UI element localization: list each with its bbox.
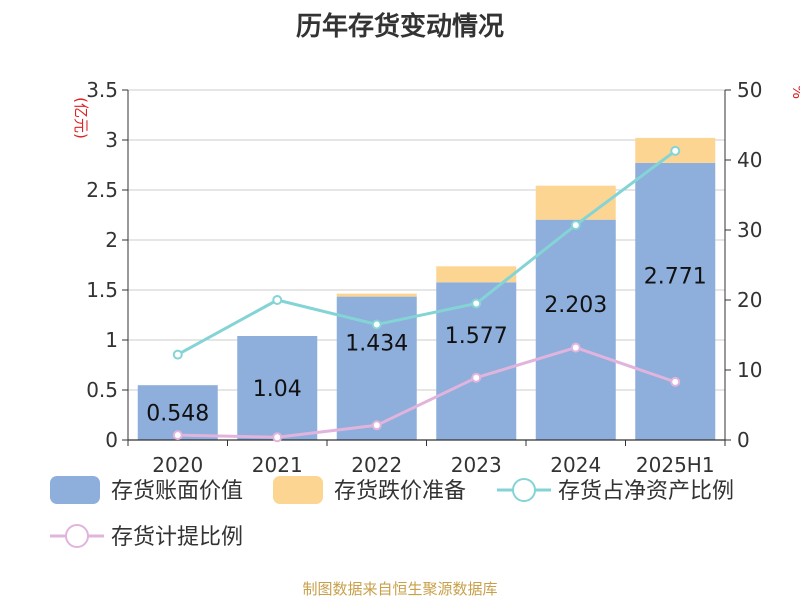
y-left-tick-label: 2 bbox=[105, 228, 118, 252]
point-inventory-net-asset-ratio bbox=[272, 295, 283, 305]
y-right-tick-label: 50 bbox=[737, 78, 762, 102]
y-left-tick-label: 1.5 bbox=[86, 278, 118, 302]
line-impairment-ratio bbox=[177, 346, 676, 439]
y-right-tick-label: 0 bbox=[737, 428, 750, 452]
legend-marker bbox=[65, 524, 89, 548]
bar-data-label: 1.434 bbox=[345, 331, 408, 356]
legend-swatch bbox=[50, 476, 100, 504]
y-left-tick-label: 0 bbox=[105, 428, 118, 452]
point-inventory-net-asset-ratio bbox=[371, 319, 382, 330]
legend-swatch bbox=[273, 476, 323, 504]
bar-inventory-book-value bbox=[635, 162, 716, 440]
y-right-tick-label: 20 bbox=[737, 288, 762, 312]
bar-data-label: 1.04 bbox=[253, 377, 302, 402]
bar-inventory-book-value bbox=[535, 219, 616, 440]
x-tick-label: 2021 bbox=[252, 453, 303, 477]
y-left-tick-label: 2.5 bbox=[86, 178, 118, 202]
point-inventory-net-asset-ratio bbox=[570, 220, 581, 231]
bar-inventory-impairment bbox=[535, 185, 616, 220]
x-tick-label: 2025H1 bbox=[636, 453, 715, 477]
x-tick-label: 2023 bbox=[451, 453, 502, 477]
chart-title: 历年存货变动情况 bbox=[295, 12, 504, 42]
bar-data-label: 2.203 bbox=[544, 293, 607, 318]
y-left-unit-label: (亿元) bbox=[72, 97, 90, 139]
point-inventory-net-asset-ratio bbox=[471, 298, 482, 309]
bar-inventory-impairment bbox=[336, 293, 417, 297]
y-right-unit-label: % bbox=[789, 85, 800, 99]
data-source-note: 制图数据来自恒生聚源数据库 bbox=[302, 580, 498, 598]
y-left-tick-label: 3.5 bbox=[86, 78, 118, 102]
point-impairment-ratio bbox=[670, 376, 681, 387]
y-right-tick-label: 10 bbox=[737, 358, 762, 382]
y-right-tick-label: 30 bbox=[737, 218, 762, 242]
x-tick-label: 2022 bbox=[351, 453, 402, 477]
bar-data-label: 2.771 bbox=[644, 264, 707, 289]
point-impairment-ratio bbox=[272, 432, 283, 443]
point-inventory-net-asset-ratio bbox=[172, 349, 183, 360]
line-inventory-net-asset-ratio bbox=[177, 149, 677, 356]
point-inventory-net-asset-ratio bbox=[670, 145, 681, 156]
point-impairment-ratio bbox=[570, 342, 581, 353]
bar-inventory-book-value bbox=[237, 336, 318, 440]
bar-inventory-impairment bbox=[436, 266, 517, 283]
bar-data-label: 0.548 bbox=[146, 402, 209, 427]
point-impairment-ratio bbox=[371, 420, 382, 431]
point-impairment-ratio bbox=[172, 430, 183, 441]
legend-label: 存货计提比例 bbox=[111, 525, 243, 550]
legend-label: 存货跌价准备 bbox=[334, 479, 466, 504]
x-tick-label: 2024 bbox=[550, 453, 601, 477]
y-right-tick-label: 40 bbox=[737, 148, 762, 172]
y-left-tick-label: 0.5 bbox=[86, 378, 118, 402]
y-left-tick-label: 3 bbox=[105, 128, 118, 152]
bar-data-label: 1.577 bbox=[445, 324, 508, 349]
y-left-tick-label: 1 bbox=[105, 328, 118, 352]
legend-label: 存货占净资产比例 bbox=[558, 479, 734, 504]
legend-label: 存货账面价值 bbox=[111, 479, 243, 504]
x-tick-label: 2020 bbox=[152, 453, 203, 477]
legend-marker bbox=[512, 478, 536, 502]
point-impairment-ratio bbox=[471, 372, 482, 383]
